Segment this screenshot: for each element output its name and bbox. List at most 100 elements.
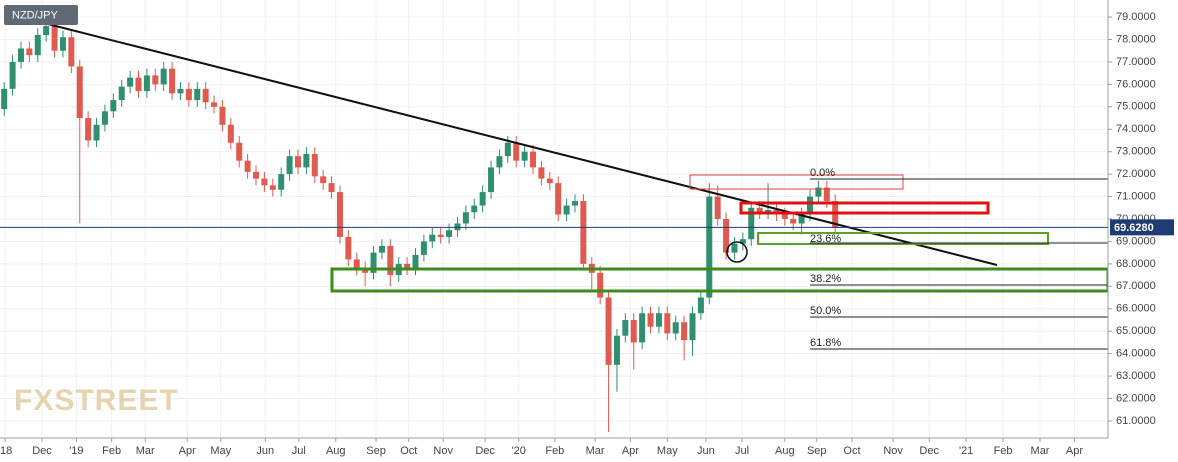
- axes: 61.0000 62.0000 63.0000 64.0000 65.0000 66.00…: [0, 11, 1156, 457]
- candle-body: [622, 319, 629, 336]
- candle-body: [152, 75, 159, 85]
- candles: [1, 17, 839, 433]
- x-tick-label: Feb: [102, 445, 121, 457]
- grid: [0, 0, 1108, 438]
- candle-body: [76, 66, 83, 119]
- y-tick-label: 68.0000: [1116, 258, 1156, 270]
- candle-body: [412, 254, 419, 269]
- candle-body: [697, 297, 704, 314]
- y-tick-label: 66.0000: [1116, 303, 1156, 315]
- candle-body: [748, 207, 755, 240]
- candle-body: [496, 156, 503, 168]
- candle-body: [765, 210, 772, 213]
- candle-body: [571, 201, 578, 206]
- candle-body: [723, 219, 730, 253]
- candle-body: [194, 88, 201, 101]
- candle-body: [336, 192, 343, 237]
- candle-body: [580, 201, 587, 264]
- x-tick-label: Sep: [807, 445, 827, 457]
- x-tick-label: Dec: [32, 445, 52, 457]
- candle-body: [26, 48, 33, 56]
- x-tick-label: Sep: [366, 445, 386, 457]
- candle-body: [236, 142, 243, 161]
- candle-body: [378, 245, 385, 253]
- candle-body: [362, 268, 369, 273]
- candle-body: [185, 88, 192, 101]
- candle-body: [110, 100, 117, 112]
- x-tick-label: '20: [512, 445, 526, 457]
- x-tick-label: Dec: [475, 445, 495, 457]
- fib-label: 61.8%: [810, 337, 841, 349]
- candle-body: [311, 153, 318, 177]
- candle-body: [127, 77, 134, 87]
- x-tick-label: Jun: [697, 445, 715, 457]
- candle-body: [639, 313, 646, 343]
- y-tick-label: 78.0000: [1116, 33, 1156, 45]
- y-tick-label: 63.0000: [1116, 370, 1156, 382]
- candle-body: [437, 234, 444, 237]
- y-tick-label: 76.0000: [1116, 78, 1156, 90]
- candle-body: [832, 201, 839, 228]
- candle-body: [739, 239, 746, 244]
- candle-body: [706, 196, 713, 298]
- candle-body: [68, 37, 75, 67]
- x-tick-label: Jul: [292, 445, 306, 457]
- symbol-badge: [4, 5, 78, 25]
- candle-body: [597, 272, 604, 298]
- watermark: FXSTREET: [14, 384, 179, 417]
- x-tick-label: Aug: [775, 445, 795, 457]
- candle-body: [135, 77, 142, 92]
- candle-body: [488, 167, 495, 193]
- candle-body: [211, 102, 218, 107]
- candle-body: [353, 259, 360, 269]
- candle-body: [462, 212, 469, 224]
- x-tick-label: '21: [959, 445, 973, 457]
- fib-label: 38.2%: [810, 273, 841, 285]
- resistance-zone: [739, 201, 990, 215]
- y-tick-label: 71.0000: [1116, 190, 1156, 202]
- candle-body: [420, 241, 427, 255]
- candle-body: [51, 26, 58, 51]
- candle-body: [781, 214, 788, 219]
- candle-body: [43, 26, 50, 36]
- fib-label: 0.0%: [810, 167, 835, 179]
- y-tick-label: 73.0000: [1116, 146, 1156, 158]
- candle-body: [521, 151, 528, 161]
- fib-label: 23.6%: [810, 233, 841, 245]
- candle-body: [1, 88, 8, 110]
- x-tick-label: Aug: [326, 445, 346, 457]
- x-tick-label: Apr: [622, 445, 639, 457]
- candle-body: [689, 313, 696, 341]
- y-tick-label: 64.0000: [1116, 348, 1156, 360]
- candle-body: [253, 171, 260, 179]
- candle-body: [143, 75, 150, 92]
- last-price-box: [1110, 219, 1174, 236]
- x-tick-label: Mar: [136, 445, 155, 457]
- candle-body: [798, 214, 805, 224]
- candle-body: [328, 183, 335, 193]
- trend-line: [39, 21, 998, 266]
- candle-body: [370, 252, 377, 273]
- candle-body: [563, 205, 570, 215]
- y-tick-label: 79.0000: [1116, 11, 1156, 23]
- x-tick-label: May: [210, 445, 231, 457]
- candle-body: [118, 86, 125, 101]
- candle-body: [471, 205, 478, 213]
- candle-body: [756, 207, 763, 213]
- candle-body: [731, 243, 738, 253]
- candle-body: [714, 196, 721, 219]
- candle-body: [479, 192, 486, 206]
- candle-body: [613, 335, 620, 365]
- x-tick-label: Oct: [400, 445, 417, 457]
- symbol-label: NZD/JPY: [12, 9, 59, 21]
- x-tick-label: Jun: [256, 445, 274, 457]
- candle-body: [169, 68, 176, 94]
- fib-label: 50.0%: [810, 305, 841, 317]
- y-tick-label: 72.0000: [1116, 168, 1156, 180]
- highlight-circle: [726, 241, 748, 263]
- candle-body: [647, 313, 654, 327]
- x-tick-label: Nov: [883, 445, 903, 457]
- candle-body: [160, 68, 167, 85]
